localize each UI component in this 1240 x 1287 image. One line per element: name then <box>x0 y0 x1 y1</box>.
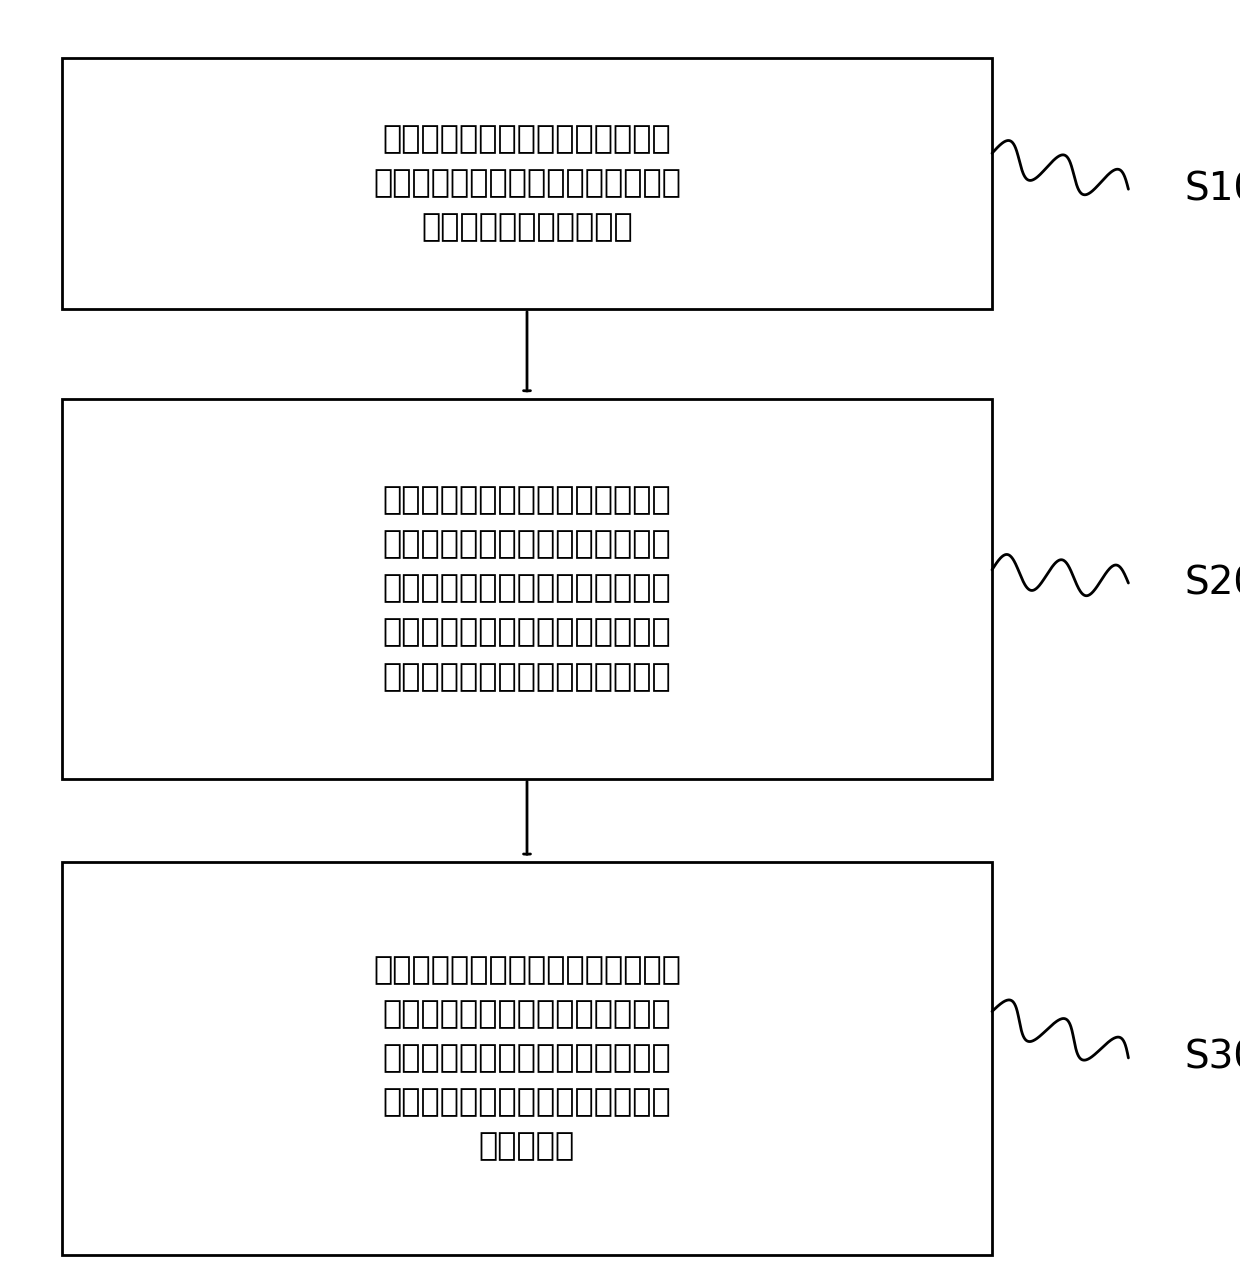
Text: S100: S100 <box>1184 170 1240 208</box>
Bar <box>62 399 992 779</box>
Bar <box>62 862 992 1255</box>
Text: S200: S200 <box>1184 564 1240 602</box>
Text: 所述充电调度云平台获取所述出线
总功率数据，将所述出线总功率数
据与第一预设配电容量阈值对比，
生成对一个或多个充电桩控制器的
调节信号并传输给所述配电控制器: 所述充电调度云平台获取所述出线 总功率数据，将所述出线总功率数 据与第一预设配电… <box>383 485 671 692</box>
Text: 所述配电控制器获取配电变压器或
配网总负荷开关的出线总功率数据，
并传输给充电调度云平台: 所述配电控制器获取配电变压器或 配网总负荷开关的出线总功率数据， 并传输给充电调… <box>373 124 681 243</box>
Text: 所述配电控制器接收所述调节信号，
并传输给所述对应的所述充电桩控
制器，所述充电桩控制器根据所述
调节信号控制所述充电桩调节输出
的充电功率: 所述配电控制器接收所述调节信号， 并传输给所述对应的所述充电桩控 制器，所述充电… <box>373 955 681 1162</box>
Bar <box>62 58 992 309</box>
Text: S300: S300 <box>1184 1039 1240 1077</box>
